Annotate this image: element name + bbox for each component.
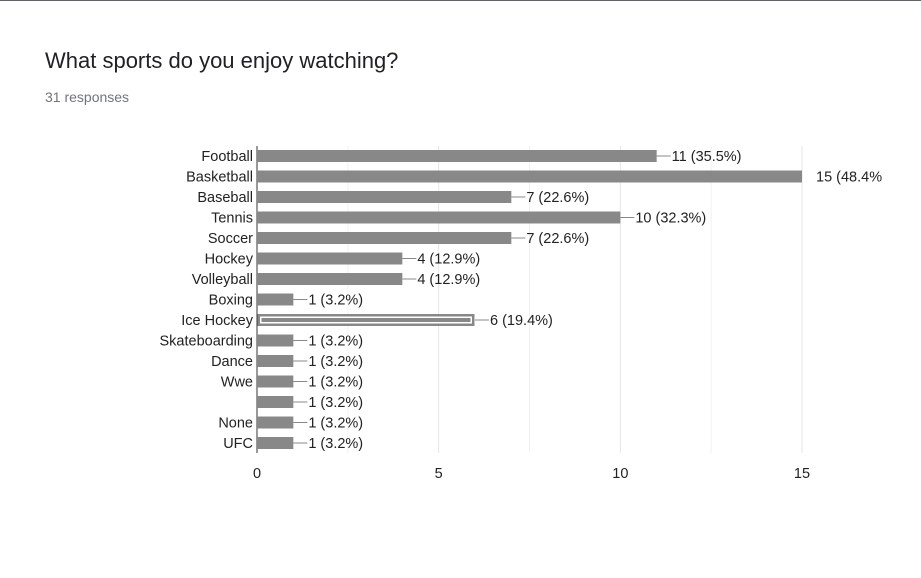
category-label: UFC — [223, 436, 253, 452]
question-title: What sports do you enjoy watching? — [45, 48, 399, 73]
bar — [257, 252, 403, 265]
data-label: 1 (3.2%) — [308, 293, 363, 309]
category-label: Hockey — [205, 252, 254, 268]
category-label: Volleyball — [192, 272, 253, 288]
category-label: Boxing — [209, 293, 253, 309]
data-label: 4 (12.9%) — [417, 252, 480, 268]
data-label: 15 (48.4% — [816, 170, 882, 186]
data-label: 4 (12.9%) — [417, 272, 480, 288]
category-label: Dance — [211, 354, 253, 370]
data-label: 1 (3.2%) — [308, 354, 363, 370]
x-tick-label: 10 — [612, 466, 628, 482]
category-label: None — [218, 416, 253, 432]
response-count: 31 responses — [45, 89, 130, 105]
data-label: 7 (22.6%) — [526, 231, 589, 247]
x-tick-label: 5 — [435, 466, 443, 482]
bar — [257, 191, 512, 203]
x-tick-label: 0 — [253, 466, 261, 482]
category-label: Tennis — [211, 211, 253, 227]
bar — [257, 273, 403, 285]
category-label: Skateboarding — [159, 334, 253, 350]
data-label: 1 (3.2%) — [308, 436, 363, 452]
data-label: 10 (32.3%) — [635, 211, 706, 227]
bar — [257, 396, 294, 408]
category-label: Football — [201, 149, 253, 165]
bar — [257, 334, 294, 347]
category-label: Basketball — [186, 170, 253, 186]
category-label: Ice Hockey — [181, 313, 253, 329]
data-label: 1 (3.2%) — [308, 416, 363, 432]
data-label: 6 (19.4%) — [490, 313, 553, 329]
category-label: Baseball — [197, 190, 253, 206]
data-label: 7 (22.6%) — [526, 190, 589, 206]
bar — [257, 170, 802, 183]
bar — [257, 437, 294, 449]
bar — [261, 318, 471, 322]
x-tick-label: 15 — [794, 466, 810, 482]
bar — [257, 355, 294, 367]
bar — [257, 293, 294, 306]
category-label: Soccer — [208, 231, 253, 247]
data-label: 1 (3.2%) — [308, 334, 363, 350]
bar — [257, 232, 512, 244]
top-border — [0, 0, 921, 1]
data-label: 1 (3.2%) — [308, 395, 363, 411]
data-label: 1 (3.2%) — [308, 375, 363, 391]
bar — [257, 375, 294, 388]
bar — [257, 211, 621, 224]
bar — [257, 150, 657, 162]
category-label: Wwe — [221, 375, 253, 391]
data-label: 11 (35.5%) — [672, 149, 742, 165]
bar — [257, 416, 294, 429]
